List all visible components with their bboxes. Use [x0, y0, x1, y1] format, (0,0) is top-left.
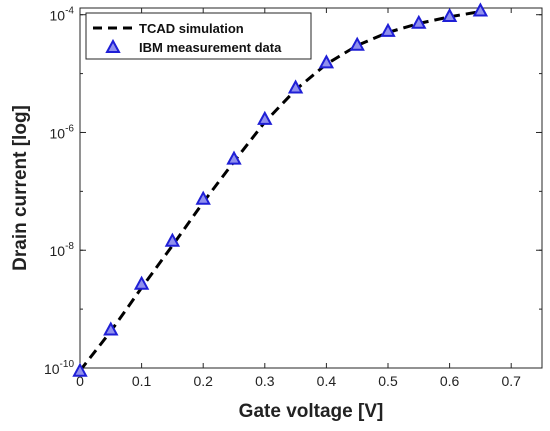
data-point-ibm [103, 321, 119, 336]
legend-label-ibm: IBM measurement data [139, 40, 282, 55]
x-tick-label: 0.5 [378, 373, 398, 389]
data-point-ibm [226, 150, 242, 165]
x-tick-label: 0.3 [255, 373, 275, 389]
x-tick-label: 0.6 [440, 373, 460, 389]
y-tick-label: 10-4 [50, 6, 75, 24]
legend: TCAD simulation IBM measurement data [85, 12, 312, 60]
data-point-ibm [411, 14, 427, 29]
data-point-ibm [441, 7, 458, 22]
tick-labels: 0 0.1 0.2 0.3 0.4 0.5 0.6 0.7 10-10 10-8 10-6 10-4 [44, 6, 521, 389]
y-axis-label: Drain current [log] [10, 105, 31, 271]
x-axis-label: Gate voltage [V] [239, 401, 384, 422]
y-tick-label: 10-8 [50, 241, 75, 259]
data-point-ibm [72, 362, 88, 377]
data-point-ibm [318, 54, 335, 69]
x-tick-label: 0.2 [193, 373, 213, 389]
data-point-ibm [287, 79, 304, 94]
data-point-ibm [257, 110, 273, 125]
x-tick-label: 0.1 [132, 373, 152, 389]
series-layer [72, 2, 489, 377]
data-point-ibm [380, 22, 396, 37]
y-tick-label: 10-6 [50, 123, 75, 141]
plot-area [79, 7, 543, 369]
x-tick-label: 0.4 [317, 373, 337, 389]
legend-box [85, 12, 312, 60]
legend-triangle-marker [105, 38, 121, 53]
y-tick-label: 10-10 [44, 359, 74, 377]
data-point-ibm [349, 36, 365, 51]
series-line-tcad [78, 10, 481, 372]
data-point-ibm [133, 275, 150, 290]
data-point-ibm [195, 190, 211, 205]
data-point-ibm [164, 232, 181, 247]
x-tick-label: 0 [76, 373, 84, 389]
x-tick-label: 0.7 [501, 373, 521, 389]
legend-label-tcad: TCAD simulation [139, 21, 244, 36]
data-point-ibm [472, 2, 489, 17]
